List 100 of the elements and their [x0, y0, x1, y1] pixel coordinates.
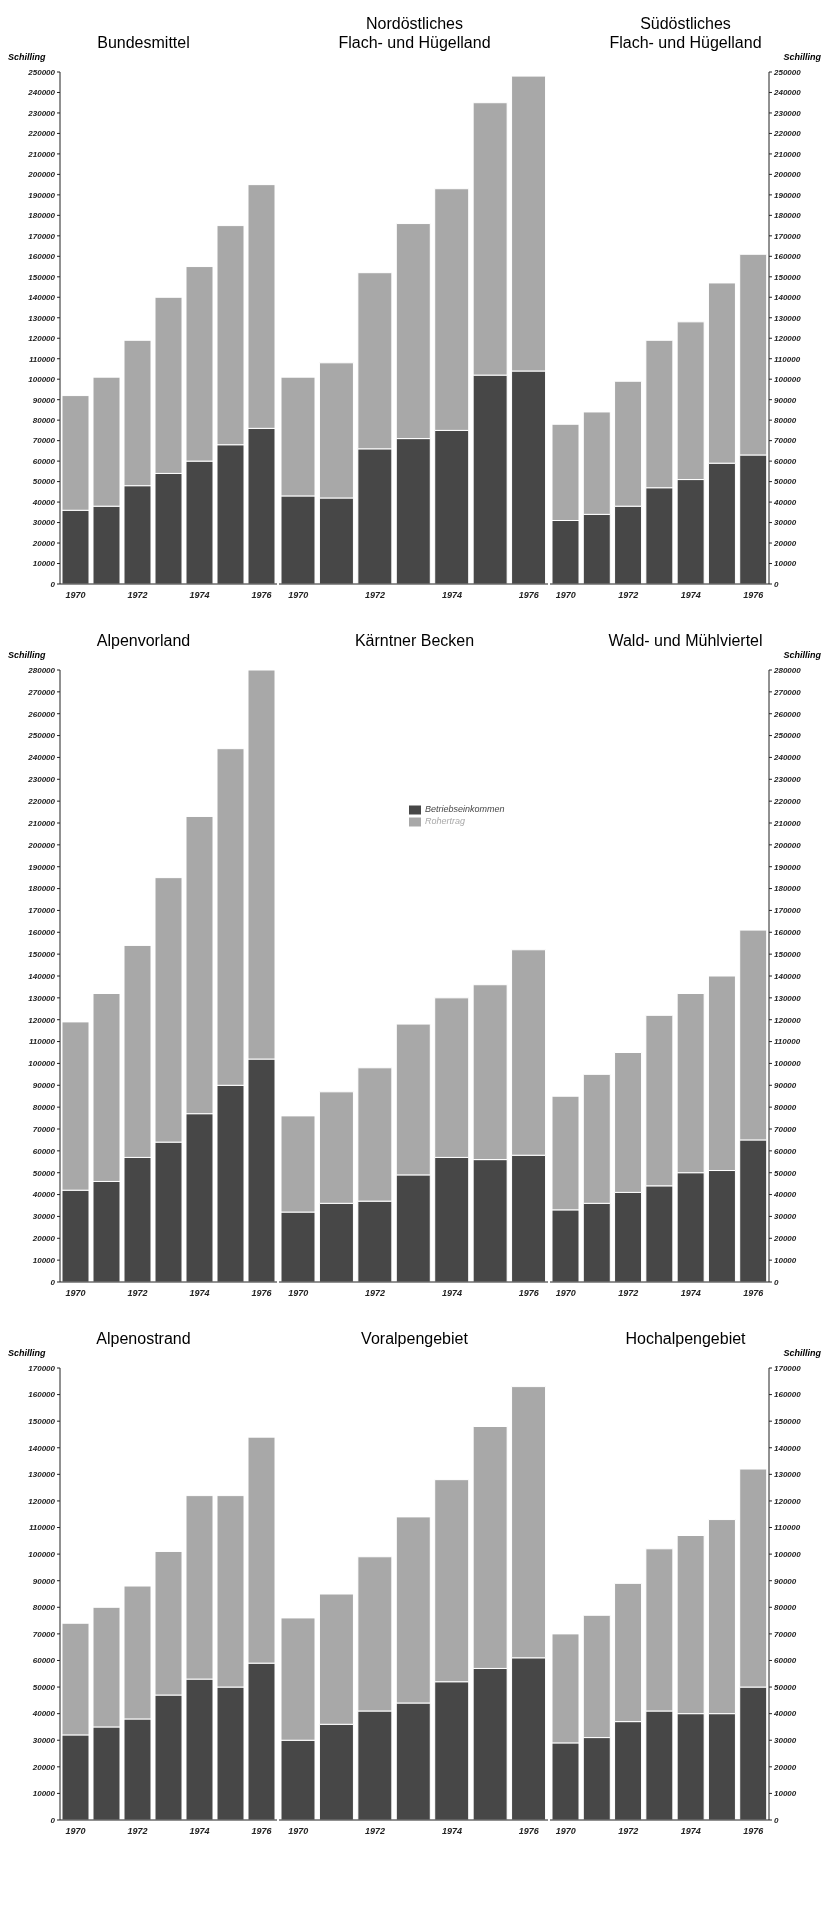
y-tick-label: 280000: [773, 665, 802, 675]
y-tick-label: 70000: [774, 436, 797, 446]
y-tick-label: 30000: [32, 1212, 56, 1222]
y-tick-label: 140000: [774, 1443, 802, 1453]
y-tick-label: 220000: [27, 796, 56, 806]
y-tick-label: 10000: [774, 1789, 797, 1799]
y-tick-label: 60000: [32, 456, 56, 466]
y-tick-label: 40000: [31, 1709, 56, 1719]
x-tick-label: 1976: [743, 1826, 765, 1837]
x-tick-label: 1974: [189, 590, 210, 601]
y-tick-label: 170000: [28, 906, 56, 916]
x-tick-label: 1970: [288, 590, 309, 601]
y-tick-label: 140000: [774, 971, 802, 981]
y-tick-label: 160000: [774, 252, 802, 262]
y-tick-label: 110000: [774, 1037, 801, 1047]
y-tick-label: 200000: [773, 840, 802, 850]
chart-title: Alpenvorland: [95, 631, 192, 650]
x-tick-label: 1976: [251, 1288, 273, 1299]
y-tick-label: 180000: [28, 884, 56, 894]
y-tick-label: 130000: [28, 993, 56, 1003]
y-tick-label: 80000: [32, 416, 56, 425]
y-tick-label: 50000: [774, 1682, 797, 1692]
y-tick-label: 70000: [32, 1124, 56, 1134]
y-tick-label: 230000: [773, 775, 802, 785]
y-tick-label: 250000: [773, 67, 802, 77]
y-tick-label: 90000: [774, 395, 797, 405]
y-tick-label: 100000: [774, 1059, 802, 1069]
y-axis-title: Schilling: [782, 650, 821, 662]
y-tick-label: 20000: [31, 1762, 56, 1772]
y-tick-label: 100000: [28, 1059, 56, 1069]
y-axis-title: Schilling: [8, 1348, 47, 1360]
x-tick-label: 1976: [518, 590, 540, 601]
y-tick-label: 260000: [773, 709, 802, 719]
x-tick-label: 1974: [680, 1288, 701, 1299]
x-tick-label: 1970: [555, 590, 576, 601]
x-tick-label: 1972: [127, 1826, 148, 1837]
x-tick-label: 1970: [65, 1288, 86, 1299]
y-tick-label: 140000: [774, 293, 802, 303]
y-tick-label: 110000: [28, 1523, 56, 1533]
y-tick-label: 220000: [27, 129, 56, 139]
y-tick-label: 150000: [28, 949, 56, 959]
y-tick-label: 80000: [32, 1603, 56, 1613]
y-tick-label: 190000: [774, 190, 802, 200]
y-tick-label: 60000: [32, 1146, 56, 1156]
y-tick-label: 0: [774, 1815, 779, 1825]
x-tick-label: 1976: [743, 590, 765, 601]
y-tick-label: 40000: [773, 1190, 797, 1200]
y-tick-label: 250000: [773, 731, 802, 741]
x-tick-label: 1970: [65, 1826, 86, 1837]
y-tick-label: 110000: [774, 1523, 801, 1533]
chart-title: Kärntner Becken: [353, 631, 476, 650]
y-tick-label: 30000: [774, 1212, 797, 1222]
y-tick-label: 120000: [774, 1496, 802, 1506]
chart-title: Hochalpengebiet: [624, 1329, 747, 1348]
y-tick-label: 30000: [32, 1736, 56, 1746]
y-tick-label: 120000: [28, 1496, 56, 1506]
y-tick-label: 230000: [27, 775, 56, 785]
x-tick-label: 1976: [518, 1288, 540, 1299]
y-tick-label: 90000: [32, 1081, 56, 1091]
y-tick-label: 180000: [774, 884, 802, 894]
chart-title: Bundesmittel: [96, 33, 191, 52]
y-axis-title: Schilling: [8, 650, 47, 662]
y-tick-label: 150000: [774, 949, 802, 959]
x-tick-label: 1972: [365, 590, 386, 601]
y-tick-label: 280000: [27, 665, 56, 675]
y-tick-label: 200000: [27, 170, 56, 180]
legend-label: Rohertrag: [425, 816, 466, 827]
x-tick-label: 1974: [680, 590, 701, 601]
y-tick-label: 40000: [31, 1190, 56, 1200]
y-tick-label: 50000: [774, 1168, 797, 1178]
y-tick-label: 170000: [28, 231, 56, 241]
y-tick-label: 0: [774, 1277, 779, 1287]
y-tick-label: 50000: [774, 477, 797, 487]
y-tick-label: 0: [50, 1277, 56, 1287]
y-tick-label: 210000: [773, 149, 802, 159]
y-tick-label: 190000: [28, 862, 56, 872]
y-tick-label: 270000: [773, 687, 802, 697]
y-tick-label: 10000: [32, 1255, 56, 1265]
y-tick-label: 160000: [774, 1390, 802, 1400]
x-tick-label: 1972: [618, 1826, 639, 1837]
y-tick-label: 70000: [774, 1629, 797, 1639]
y-tick-label: 30000: [774, 1736, 797, 1746]
chart-title: Voralpengebiet: [360, 1329, 469, 1348]
x-tick-label: 1974: [680, 1826, 701, 1837]
y-tick-label: 20000: [31, 538, 56, 548]
y-tick-label: 50000: [32, 1682, 56, 1692]
y-tick-label: 80000: [32, 1102, 56, 1112]
x-tick-label: 1970: [555, 1826, 576, 1837]
y-tick-label: 90000: [774, 1576, 797, 1586]
y-tick-label: 70000: [32, 436, 56, 446]
y-tick-label: 110000: [774, 354, 801, 364]
y-tick-label: 20000: [773, 538, 797, 548]
x-tick-label: 1972: [127, 590, 148, 601]
x-tick-label: 1976: [743, 1288, 765, 1299]
y-tick-label: 100000: [774, 1549, 802, 1559]
y-tick-label: 50000: [32, 1168, 56, 1178]
y-tick-label: 190000: [774, 862, 802, 872]
y-tick-label: 60000: [774, 1146, 797, 1156]
y-tick-label: 170000: [28, 1363, 56, 1373]
y-tick-label: 100000: [28, 1549, 56, 1559]
